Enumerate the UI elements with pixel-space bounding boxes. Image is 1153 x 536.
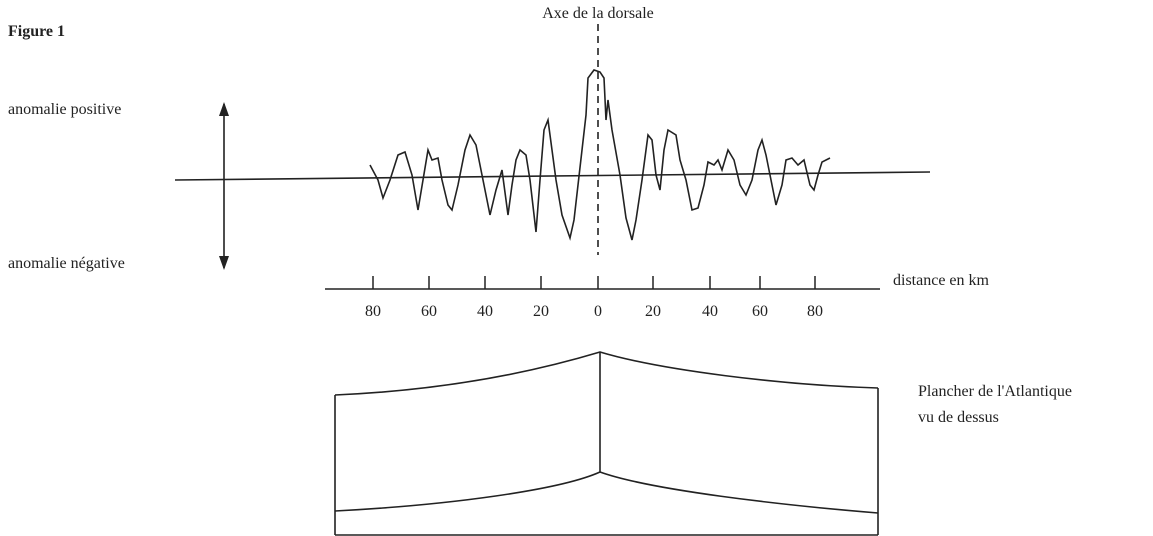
figure-title: Figure 1 bbox=[8, 23, 65, 40]
distance-label: distance en km bbox=[893, 272, 990, 289]
tick-label: 80 bbox=[365, 303, 381, 320]
tick-label: 40 bbox=[702, 303, 718, 320]
tick-group: 80 60 40 20 0 20 40 60 80 bbox=[365, 276, 823, 320]
tick-label: 40 bbox=[477, 303, 493, 320]
tick-label: 60 bbox=[752, 303, 768, 320]
tick-label: 20 bbox=[533, 303, 549, 320]
baseline bbox=[174, 171, 931, 181]
map-caption: Plancher de l'Atlantique bbox=[918, 383, 1072, 400]
tick-label: 60 bbox=[421, 303, 437, 320]
tick-label: 0 bbox=[594, 303, 602, 320]
map-caption: vu de dessus bbox=[918, 409, 999, 426]
axis-label: Axe de la dorsale bbox=[542, 5, 654, 22]
tick-label: 80 bbox=[807, 303, 823, 320]
negative-label: anomalie négative bbox=[8, 255, 125, 272]
tick-label: 20 bbox=[645, 303, 661, 320]
positive-label: anomalie positive bbox=[8, 101, 121, 118]
double-arrow bbox=[219, 102, 229, 270]
anomaly-profile bbox=[369, 69, 831, 241]
ocean-floor-map bbox=[334, 351, 879, 536]
